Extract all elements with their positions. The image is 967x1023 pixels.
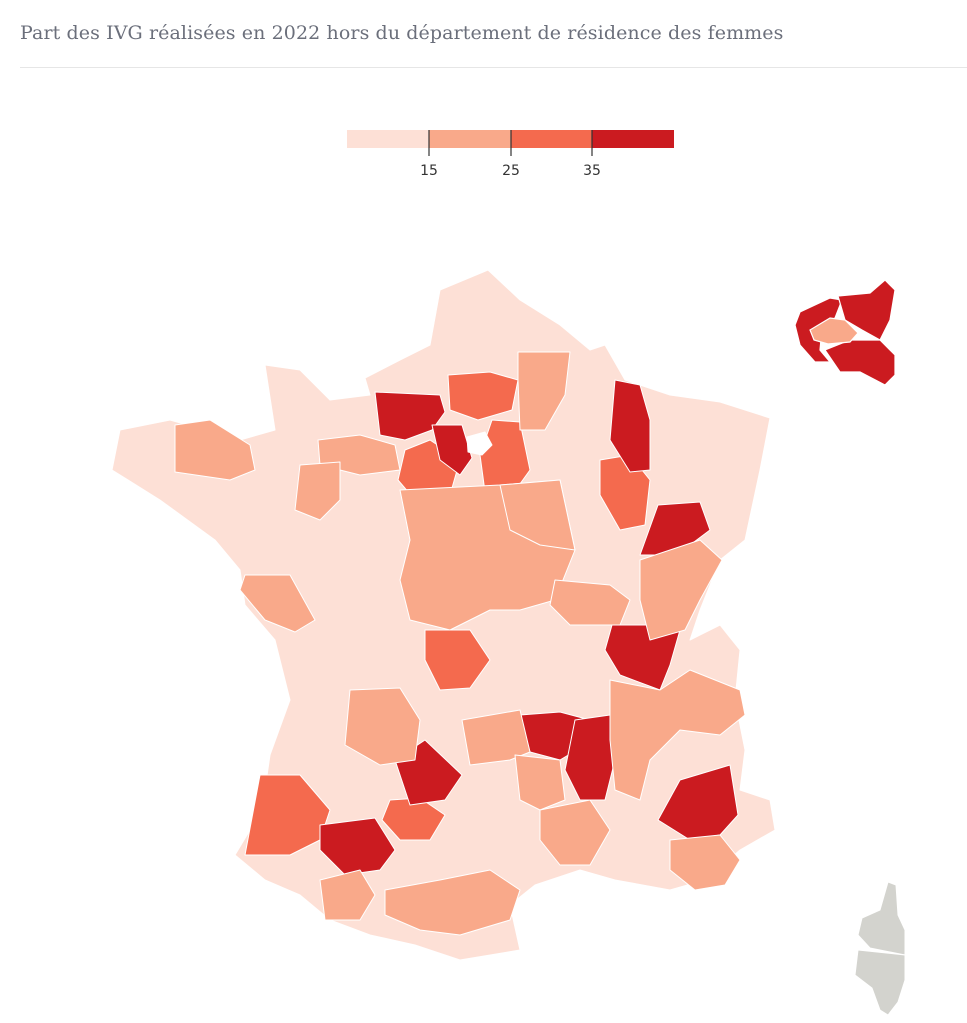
dept-sarthe-salmon — [294, 461, 341, 521]
dept-gers-red — [319, 817, 396, 876]
legend-label-15: 15 — [420, 163, 438, 179]
dept-aveyron-gard-salmon — [514, 754, 566, 811]
dept-herault-salmon — [539, 799, 611, 866]
legend-label-25: 25 — [502, 163, 520, 179]
dept-doubs-jura-salmon — [639, 539, 723, 641]
map-title: Part des IVG réalisées en 2022 hors du d… — [20, 22, 784, 44]
inset-paris — [809, 317, 859, 345]
paris-inset — [794, 279, 896, 386]
dept-paris-hole — [466, 431, 493, 456]
dept-seine-maritime-red — [374, 391, 446, 441]
dept-yonne-area-salmon — [499, 479, 576, 551]
dept-cher-coral — [424, 629, 491, 691]
title-divider — [20, 67, 967, 68]
corsica-south — [854, 949, 906, 1016]
legend-bin-4 — [592, 130, 674, 148]
legend-bin-3 — [511, 130, 592, 148]
legend-bin-1 — [347, 130, 429, 148]
legend-bin-2 — [429, 130, 511, 148]
color-legend: 15 25 35 — [347, 130, 674, 179]
dept-correze-salmon — [344, 687, 421, 766]
dept-charente-maritime-salmon — [239, 574, 316, 633]
dept-somme-coral — [447, 371, 519, 421]
inset-val-de-marne — [824, 339, 896, 386]
legend-label-35: 35 — [583, 163, 601, 179]
dept-meuse-red — [609, 379, 651, 473]
france-departments — [111, 269, 776, 961]
dept-pyrenees-atlantiques-salmon — [319, 869, 376, 921]
dept-ariege-aude-salmon — [384, 869, 521, 936]
corsica — [854, 881, 906, 1016]
dept-cotes-darmor-salmon — [174, 419, 256, 481]
inset-seine-saint-denis — [837, 279, 896, 341]
dept-aisne-salmon — [517, 351, 571, 431]
corsica-north — [857, 881, 906, 956]
dept-rhone-alpes-salmon — [609, 669, 746, 801]
dept-var-salmon — [669, 834, 741, 891]
dept-oise-red — [431, 424, 473, 476]
dept-cote-dor-salmon — [549, 579, 631, 626]
